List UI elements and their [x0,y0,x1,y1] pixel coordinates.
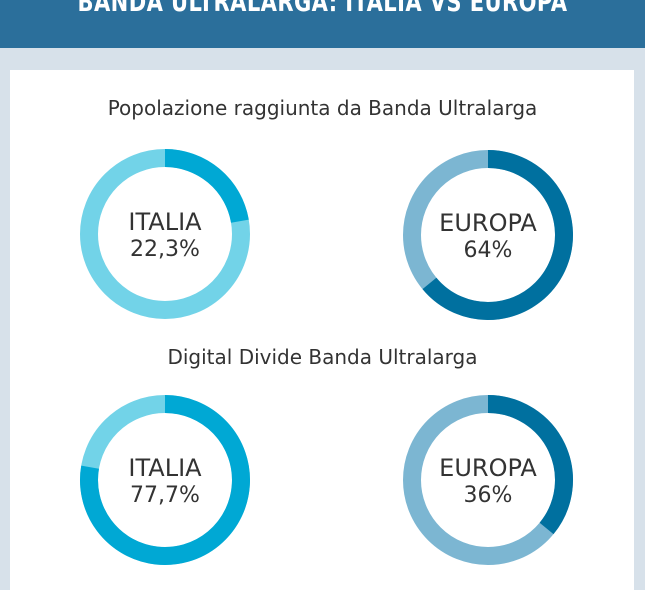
donut-slice-italia-1 [80,395,250,565]
donut-value-europa-1: 36% [464,483,513,508]
donut-name-italia-0: ITALIA [128,208,202,236]
donut-name-europa-0: EUROPA [439,209,537,237]
donut-value-europa-0: 64% [464,238,513,263]
section-title-digital-divide: Digital Divide Banda Ultralarga [167,345,478,369]
page-title: BANDA ULTRALARGA: ITALIA VS EUROPA [77,0,568,18]
donut-value-italia-1: 77,7% [130,483,200,508]
donut-slice-italia-0 [164,149,249,224]
section-title-popolazione: Popolazione raggiunta da Banda Ultralarg… [107,96,538,120]
donut-name-italia-1: ITALIA [128,454,202,482]
content-card [10,70,634,590]
header-bar: BANDA ULTRALARGA: ITALIA VS EUROPA [0,0,645,48]
donut-slice-europa-1 [487,395,573,535]
donut-slice-europa-0 [422,150,573,320]
donut-value-italia-0: 22,3% [130,237,200,262]
donut-name-europa-1: EUROPA [439,454,537,482]
